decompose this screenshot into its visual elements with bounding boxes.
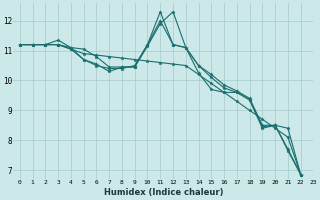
X-axis label: Humidex (Indice chaleur): Humidex (Indice chaleur) — [104, 188, 223, 197]
